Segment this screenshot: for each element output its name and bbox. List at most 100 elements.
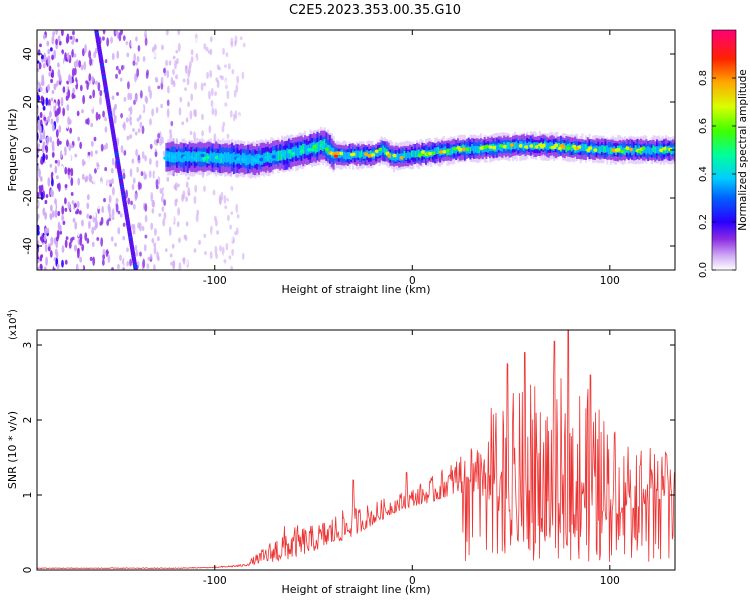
heatmap-cell — [119, 84, 123, 93]
heatmap-cell — [107, 254, 111, 263]
heatmap-cell — [403, 150, 406, 158]
heatmap-cell — [554, 143, 559, 148]
heatmap-cell — [239, 239, 243, 248]
heatmap-cell — [65, 83, 68, 93]
heatmap-cell — [650, 147, 653, 155]
heatmap-cell — [666, 146, 669, 154]
heatmap-cell — [95, 150, 98, 155]
heatmap-cell — [64, 259, 68, 265]
heatmap-cell — [44, 227, 47, 235]
heatmap-cell — [177, 207, 181, 216]
heatmap-cell — [43, 234, 47, 242]
y-tick-label: 3 — [22, 342, 34, 349]
heatmap-cell — [58, 140, 62, 145]
heatmap-cell — [193, 131, 196, 141]
heatmap-cell — [51, 90, 55, 94]
heatmap-cell — [513, 142, 517, 150]
heatmap-cell — [67, 89, 71, 99]
heatmap-cell — [522, 143, 525, 151]
heatmap-cell — [111, 216, 115, 221]
heatmap-cell — [392, 153, 398, 158]
figure-title: C2E5.2023.353.00.35.G10 — [289, 3, 461, 18]
heatmap-cell — [652, 145, 655, 153]
heatmap-cell — [105, 249, 109, 257]
heatmap-cell — [465, 147, 470, 152]
heatmap-cell — [187, 187, 191, 197]
heatmap-cell — [587, 146, 593, 150]
heatmap-cell — [192, 70, 196, 81]
heatmap-cell — [110, 36, 113, 44]
heatmap-cell — [67, 201, 71, 210]
heatmap-cell — [172, 69, 175, 75]
heatmap-cell — [223, 40, 226, 46]
heatmap-cell — [91, 241, 95, 247]
heatmap-cell — [223, 195, 227, 204]
heatmap-cell — [144, 162, 148, 169]
y-tick-label: 20 — [22, 95, 34, 108]
heatmap-cell — [203, 233, 207, 238]
heatmap-cell — [97, 82, 101, 92]
heatmap-cell — [87, 60, 90, 66]
heatmap-cell — [142, 187, 146, 195]
heatmap-cell — [110, 46, 114, 55]
heatmap-cell — [79, 233, 83, 241]
heatmap-cell — [76, 227, 80, 238]
heatmap-cell — [206, 71, 209, 80]
heatmap-cell — [279, 150, 282, 161]
heatmap-cell — [545, 142, 549, 150]
heatmap-cell — [74, 153, 78, 158]
heatmap-cell — [357, 150, 360, 158]
heatmap-cell — [420, 150, 426, 154]
heatmap-cell — [212, 189, 216, 196]
heatmap-cell — [100, 143, 104, 152]
heatmap-cell — [120, 145, 124, 154]
heatmap-cell — [49, 204, 53, 212]
heatmap-cell — [232, 210, 236, 218]
heatmap-cell — [96, 237, 100, 241]
heatmap-cell — [310, 147, 316, 152]
heatmap-cell — [351, 152, 357, 157]
heatmap-cell — [75, 38, 79, 43]
heatmap-cell — [66, 52, 70, 62]
spectrogram-heatmap — [37, 30, 675, 270]
heatmap-cell — [73, 61, 77, 68]
heatmap-cell — [43, 52, 47, 63]
heatmap-cell — [41, 144, 45, 154]
heatmap-cell — [581, 143, 584, 151]
heatmap-cell — [657, 146, 661, 154]
heatmap-cell — [40, 158, 43, 165]
heatmap-cell — [160, 76, 164, 85]
heatmap-cell — [39, 111, 43, 119]
heatmap-cell — [37, 240, 40, 245]
heatmap-cell — [583, 144, 586, 152]
heatmap-cell — [154, 76, 158, 82]
heatmap-cell — [232, 152, 236, 163]
heatmap-cell — [304, 143, 307, 154]
heatmap-cell — [496, 144, 499, 152]
colorbar-ticks: 0.0 0.2 0.4 0.6 0.8 — [698, 70, 736, 278]
heatmap-cell — [214, 91, 217, 96]
heatmap-cell — [211, 229, 215, 238]
heatmap-cell — [374, 149, 380, 154]
heatmap-cell — [150, 222, 154, 231]
heatmap-cell — [398, 153, 401, 161]
spectrogram-ylabel: Frequency (Hz) — [6, 109, 19, 192]
heatmap-cell — [61, 259, 64, 268]
heatmap-cell — [47, 177, 51, 187]
heatmap-cell — [217, 87, 221, 95]
heatmap-cell — [64, 197, 67, 205]
heatmap-cell — [127, 92, 131, 101]
heatmap-cell — [566, 146, 572, 151]
heatmap-cell — [199, 48, 203, 54]
heatmap-cell — [178, 107, 182, 116]
heatmap-cell — [130, 40, 134, 48]
heatmap-cell — [54, 110, 58, 118]
heatmap-cell — [67, 116, 71, 126]
heatmap-cell — [62, 86, 66, 93]
heatmap-cell — [161, 206, 165, 213]
heatmap-cell — [101, 153, 105, 162]
heatmap-cell — [130, 200, 133, 206]
heatmap-cell — [76, 110, 80, 117]
heatmap-cell — [186, 151, 189, 162]
heatmap-cell — [565, 145, 568, 153]
